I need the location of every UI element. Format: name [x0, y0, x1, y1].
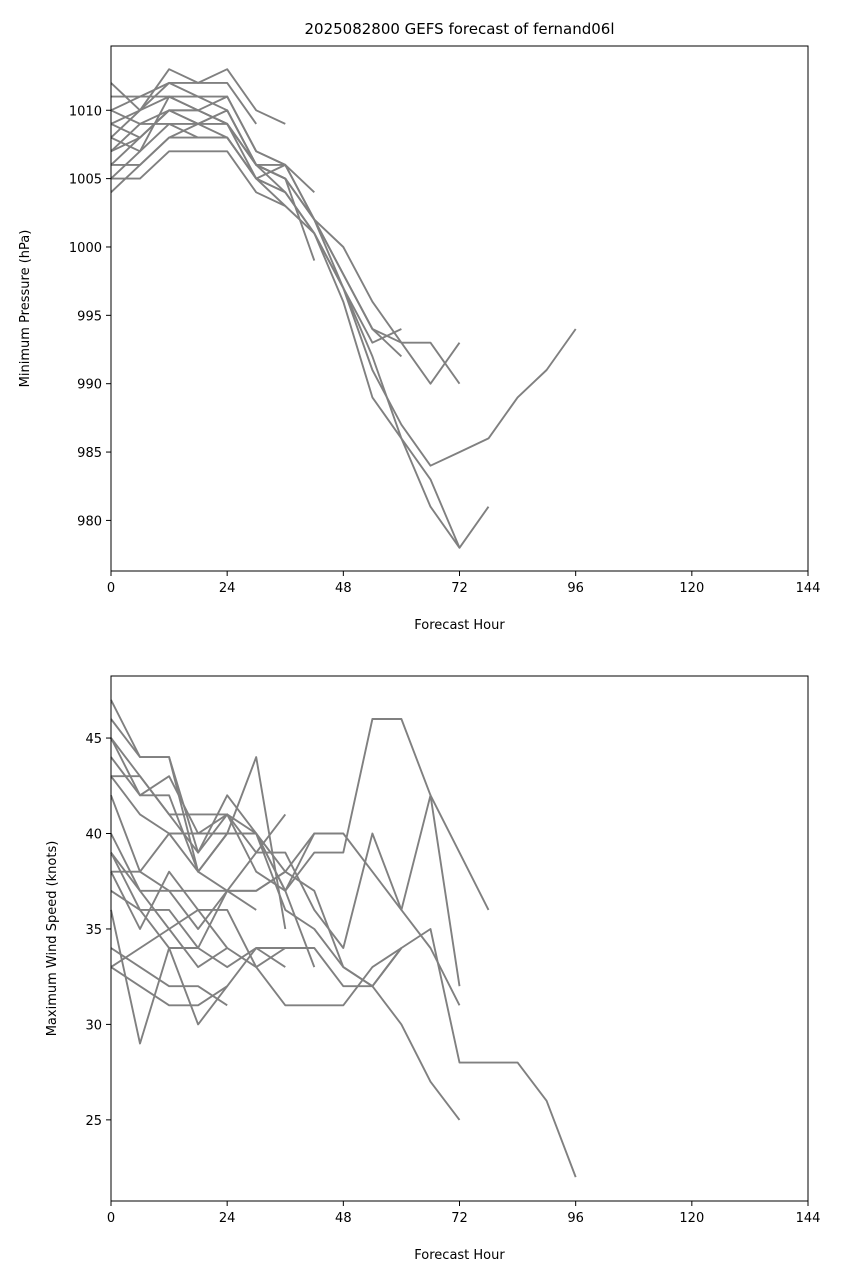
- series-line-12: [111, 150, 286, 207]
- x-tick-label: 96: [567, 581, 584, 596]
- series-line-7: [111, 775, 461, 1121]
- y-tick-label: 25: [85, 1114, 102, 1129]
- chart-title: 2025082800 GEFS forecast of fernand06l: [304, 20, 614, 38]
- x-tick-label: 48: [335, 581, 352, 596]
- y-tick-label: 45: [85, 732, 102, 747]
- x-tick-label: 72: [451, 1211, 468, 1226]
- y-axis-label: Maximum Wind Speed (knots): [45, 841, 60, 1037]
- y-tick-label: 1005: [69, 173, 102, 188]
- x-tick-label: 144: [796, 581, 821, 596]
- y-tick-label: 995: [77, 309, 102, 324]
- series-line-5: [110, 718, 490, 911]
- y-tick-label: 980: [77, 514, 102, 529]
- series-line-15: [110, 95, 286, 180]
- y-axis-label: Minimum Pressure (hPa): [18, 230, 33, 388]
- x-tick-label: 96: [567, 1211, 584, 1226]
- series-line-16: [110, 908, 402, 1007]
- y-tick-label: 1000: [69, 241, 102, 256]
- series-line-8: [110, 794, 316, 968]
- y-tick-label: 40: [85, 828, 102, 843]
- x-tick-label: 120: [679, 1211, 704, 1226]
- y-tick-label: 990: [77, 378, 102, 393]
- x-tick-label: 120: [679, 581, 704, 596]
- x-tick-label: 0: [107, 581, 115, 596]
- series-line-2: [111, 81, 257, 125]
- x-tick-label: 72: [451, 581, 468, 596]
- y-tick-label: 30: [85, 1018, 102, 1033]
- y-tick-label: 35: [85, 923, 102, 938]
- series-line-15: [110, 947, 403, 1007]
- x-axis-label: Forecast Hour: [414, 618, 505, 633]
- series-line-17: [110, 852, 228, 969]
- x-tick-label: 24: [219, 1211, 236, 1226]
- x-axis-label: Forecast Hour: [414, 1248, 505, 1263]
- x-tick-label: 144: [796, 1211, 821, 1226]
- series-line-13: [110, 909, 228, 1045]
- y-tick-label: 1010: [69, 104, 102, 119]
- y-tick-label: 985: [77, 446, 102, 461]
- series-line-18: [111, 832, 344, 892]
- x-tick-label: 48: [335, 1211, 352, 1226]
- x-tick-label: 24: [219, 581, 236, 596]
- series-line-14: [110, 109, 286, 194]
- x-tick-label: 0: [107, 1211, 115, 1226]
- series-line-14: [110, 947, 228, 1007]
